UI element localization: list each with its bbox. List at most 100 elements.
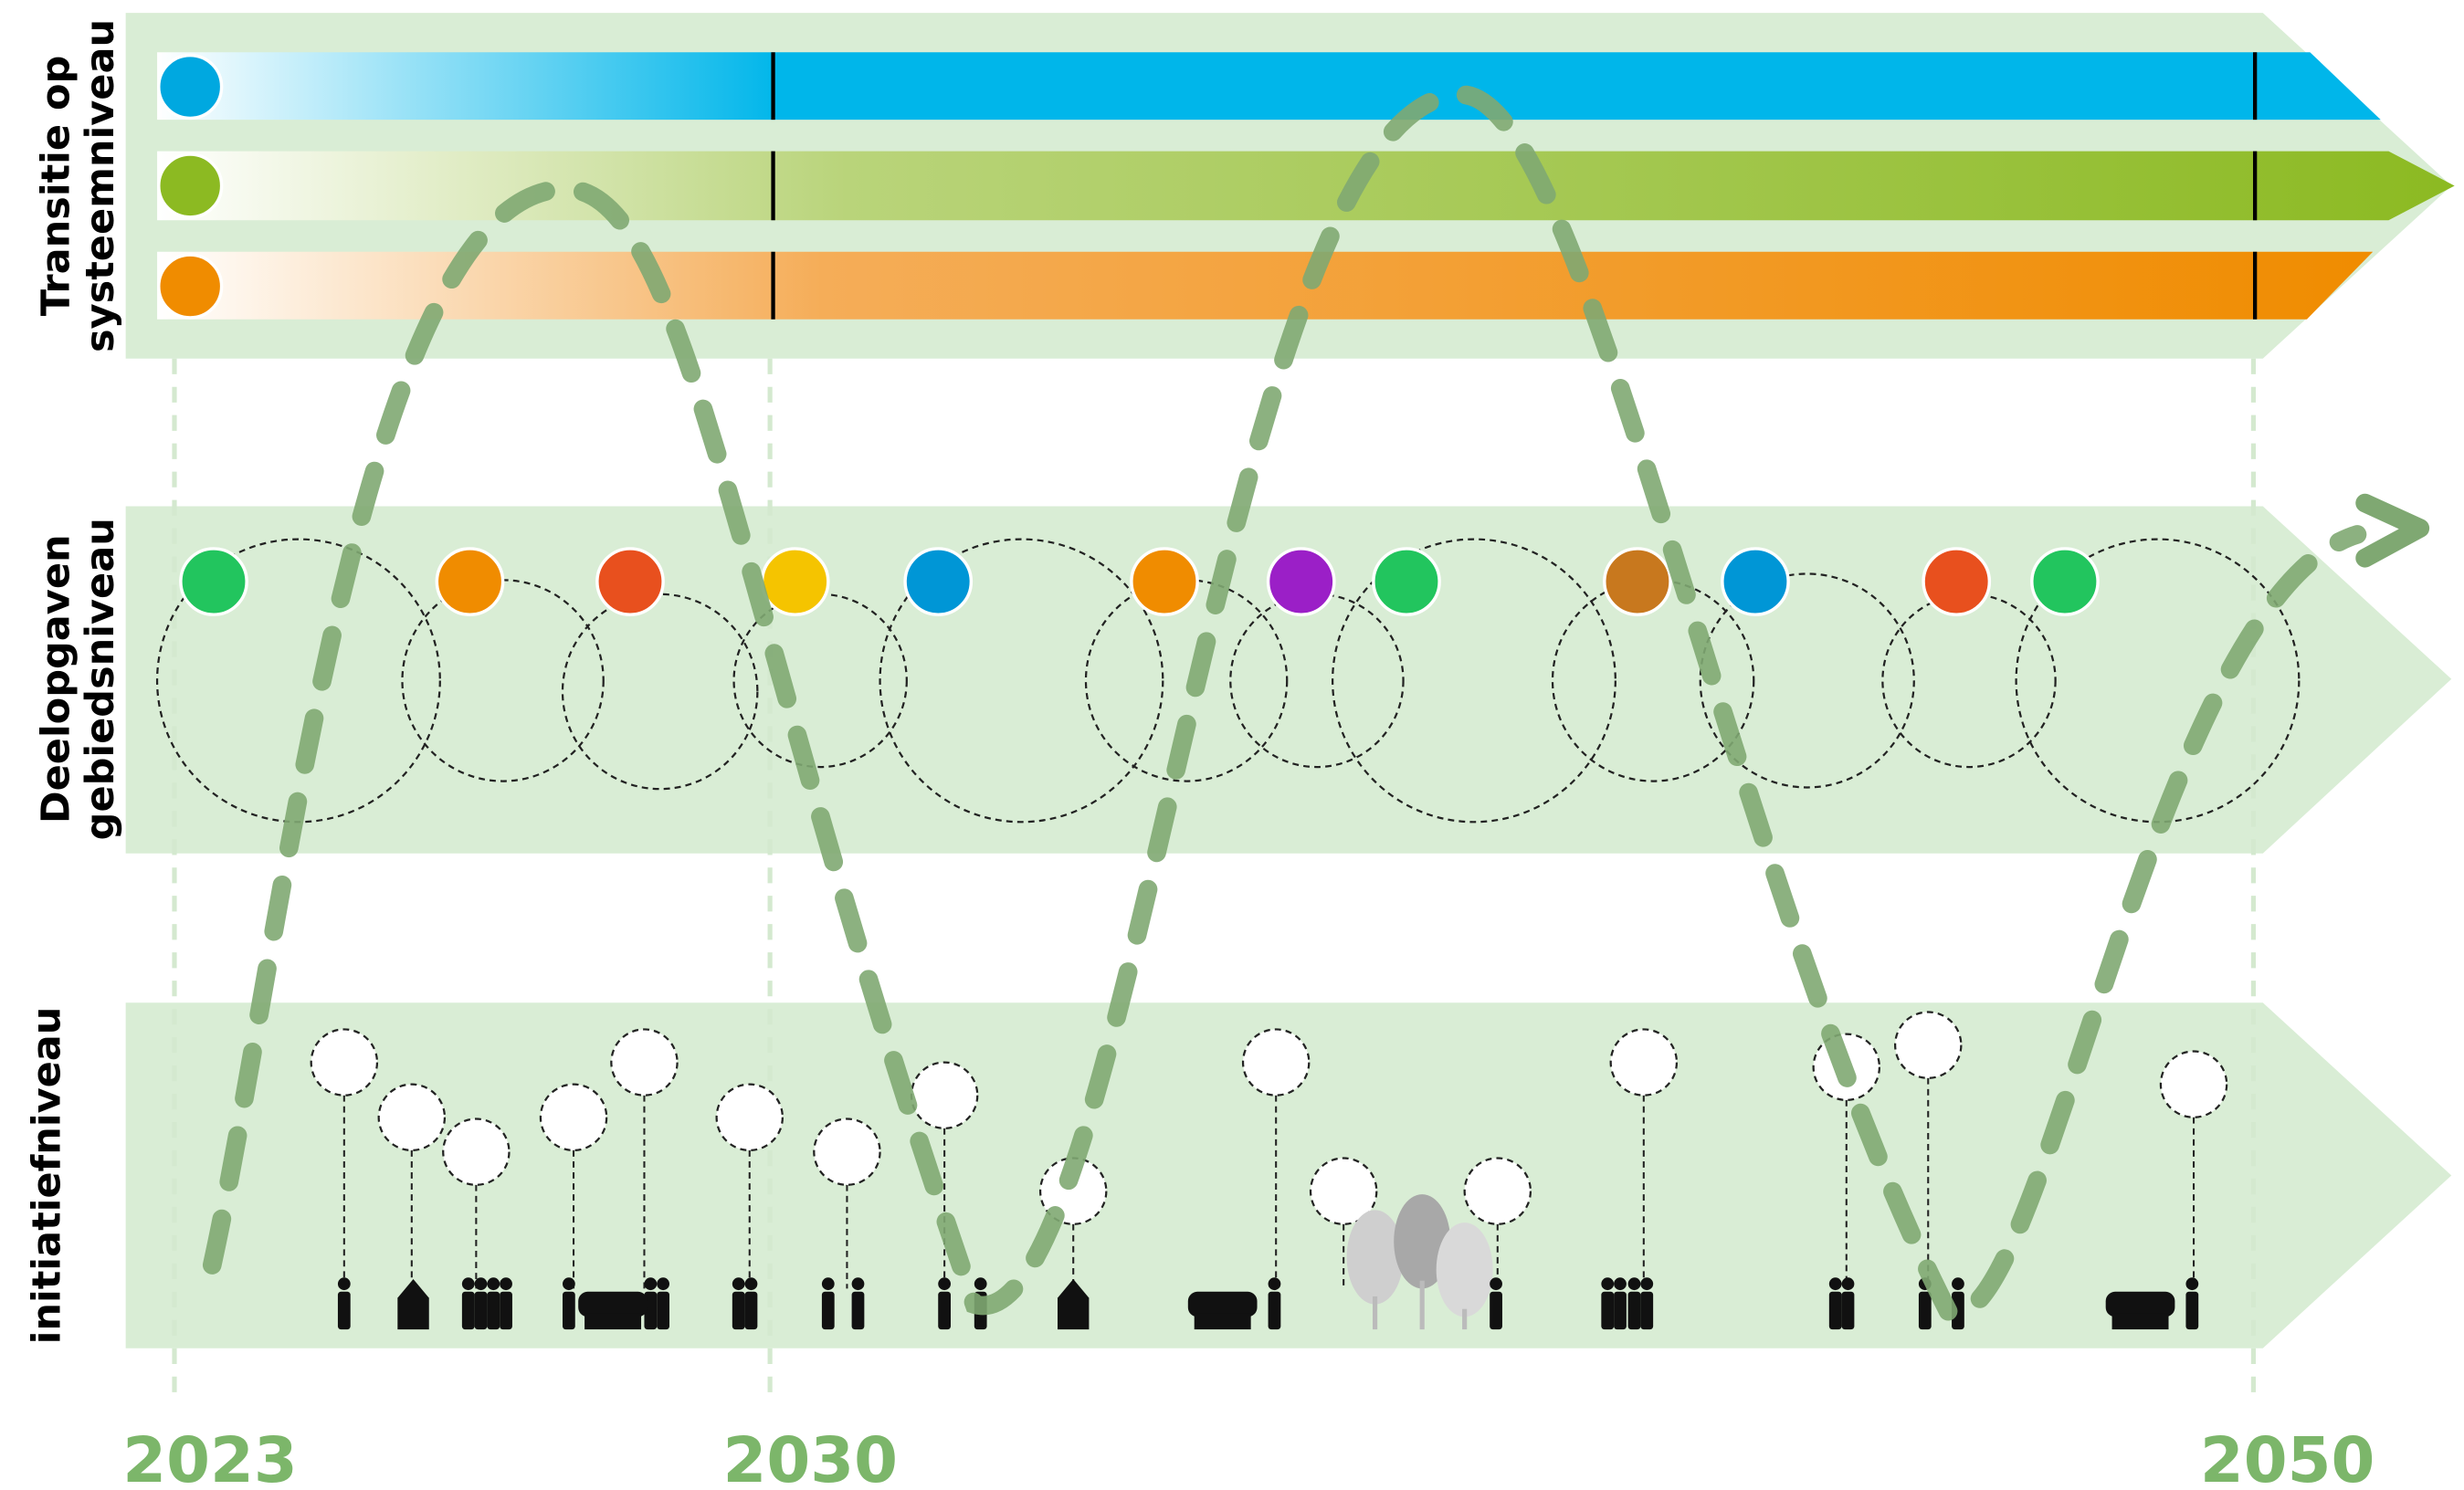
person-head — [732, 1277, 745, 1291]
person-head — [337, 1277, 351, 1291]
person-head — [1601, 1277, 1615, 1291]
person-head — [1828, 1277, 1842, 1291]
person-head — [974, 1277, 987, 1291]
task-icon — [595, 547, 665, 616]
cow — [578, 1291, 648, 1317]
cow — [1187, 1291, 1258, 1317]
person-body — [337, 1291, 351, 1330]
system-bars — [157, 52, 2455, 320]
person-head — [821, 1277, 835, 1291]
person-head — [500, 1277, 512, 1291]
year-label: 2030 — [723, 1424, 899, 1490]
person-head — [487, 1277, 500, 1291]
bar-water — [157, 52, 2381, 121]
initiative-circle — [1894, 1011, 1963, 1079]
person-head — [1268, 1277, 1281, 1291]
initiative-circle — [715, 1083, 784, 1152]
person-head — [1614, 1277, 1627, 1291]
person-body — [821, 1291, 835, 1330]
initiative-circle — [442, 1118, 511, 1186]
person-body — [1918, 1291, 1932, 1330]
initiative-circle — [1241, 1028, 1311, 1097]
year-guides — [172, 358, 2257, 1399]
task-icon — [1266, 547, 1336, 616]
years: 2023 2030 2050 — [122, 1424, 2374, 1490]
task-icon — [179, 547, 248, 616]
initiative-circle — [2159, 1050, 2228, 1118]
initiative-circle — [539, 1083, 608, 1152]
dashed-circle — [1699, 572, 1915, 789]
person-body — [732, 1291, 745, 1330]
task-icon — [1372, 547, 1441, 616]
task-icon — [435, 547, 505, 616]
dashed-circle — [1229, 593, 1405, 769]
dashed-circle — [1332, 538, 1616, 824]
level-label: initiatiefniveau — [24, 1007, 69, 1345]
person-body — [562, 1291, 575, 1330]
task-icon — [1721, 547, 1790, 616]
task-icon — [1603, 547, 1672, 616]
initiative-circle — [910, 1061, 979, 1129]
person-head — [2185, 1277, 2199, 1291]
dashed-circle — [879, 538, 1164, 824]
person-body — [1841, 1291, 1855, 1330]
initiative-circle — [1609, 1028, 1679, 1097]
icon-water — [157, 53, 224, 121]
cow-legs — [584, 1313, 642, 1330]
year-label: 2050 — [2200, 1424, 2375, 1490]
person-head — [657, 1277, 670, 1291]
initiative-circle — [610, 1028, 679, 1097]
bar-climate — [157, 251, 2374, 320]
wave-path — [202, 85, 2367, 1323]
person-body — [851, 1291, 865, 1330]
cow-legs — [2111, 1313, 2169, 1330]
initiative-circle — [1309, 1157, 1378, 1225]
person-head — [644, 1277, 658, 1291]
initiative-circle — [813, 1118, 881, 1186]
person-body — [744, 1291, 758, 1330]
person-body — [2185, 1291, 2199, 1330]
bar-nature — [157, 151, 2455, 221]
house — [1058, 1279, 1090, 1330]
tree — [1394, 1194, 1451, 1289]
person-body — [1828, 1291, 1842, 1330]
cow-legs — [1194, 1313, 1251, 1330]
person-body — [657, 1291, 670, 1330]
initiatives — [310, 1011, 2228, 1330]
tree — [1346, 1210, 1404, 1305]
person-head — [562, 1277, 575, 1291]
person-head — [744, 1277, 758, 1291]
level-label: Transitie op — [34, 56, 79, 317]
dashed-circle — [732, 593, 908, 769]
icon-nature — [157, 152, 224, 219]
task-icon — [903, 547, 974, 616]
person-body — [938, 1291, 952, 1330]
task-icon — [760, 547, 830, 616]
person-head — [851, 1277, 865, 1291]
person-body — [474, 1291, 488, 1330]
initiative-circle — [310, 1028, 379, 1097]
person-body — [1627, 1291, 1641, 1330]
person-head — [1627, 1277, 1641, 1291]
house — [397, 1279, 429, 1330]
cow — [2105, 1291, 2175, 1317]
person-head — [1640, 1277, 1654, 1291]
person-body — [1268, 1291, 1281, 1330]
person-body — [461, 1291, 475, 1330]
person-body — [487, 1291, 500, 1330]
initiative-circle — [1463, 1157, 1532, 1225]
person-head — [938, 1277, 952, 1291]
person-body — [500, 1291, 512, 1330]
task-icon — [1130, 547, 1199, 616]
person-head — [474, 1277, 488, 1291]
person-body — [1614, 1291, 1627, 1330]
level-label: systeemniveau — [78, 19, 123, 352]
level-labels: Transitie op systeemniveau Deelopgaven g… — [24, 19, 123, 1344]
level-label: Deelopgaven — [34, 534, 79, 824]
task-icon — [1922, 547, 1992, 616]
tree — [1436, 1222, 1493, 1317]
task-icon — [2030, 547, 2100, 616]
dashed-circle — [561, 593, 759, 791]
dashed-circle — [1881, 593, 2057, 769]
